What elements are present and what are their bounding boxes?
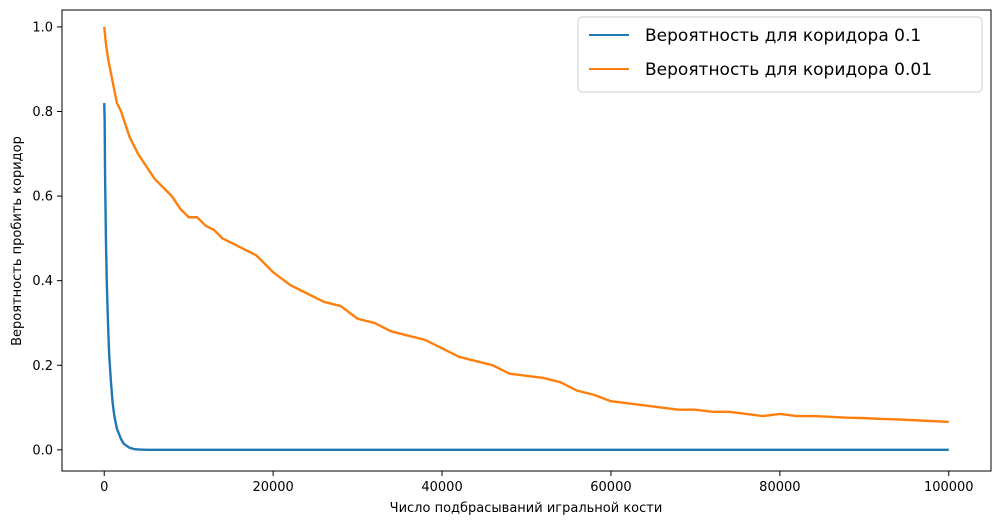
series-line-0 [103, 103, 949, 452]
x-tick-label: 20000 [252, 480, 293, 495]
y-tick-label: 0.6 [32, 190, 53, 205]
plot-frame [61, 9, 992, 472]
y-axis-label: Вероятность пробить коридор [10, 136, 25, 346]
y-tick-label: 0.0 [32, 443, 53, 458]
x-tick-label: 60000 [590, 480, 631, 495]
legend-label-1: Вероятность для коридора 0.01 [645, 60, 932, 80]
x-tick-label: 100000 [924, 480, 974, 495]
y-axis-ticks: 0.0 0.2 0.4 0.6 0.8 1.0 [32, 20, 62, 458]
y-tick-label: 0.8 [32, 105, 53, 120]
x-tick-label: 0 [100, 480, 108, 495]
legend-box [577, 16, 983, 93]
x-axis-ticks: 0 20000 40000 60000 80000 100000 [100, 471, 974, 495]
y-tick-label: 0.4 [32, 274, 53, 289]
x-axis-label: Число подбрасываний игральной кости [390, 501, 663, 516]
legend-label-0: Вероятность для коридора 0.1 [645, 26, 921, 46]
series-layer [103, 26, 949, 452]
series-line-1 [103, 26, 949, 424]
x-tick-label: 40000 [421, 480, 462, 495]
y-tick-label: 1.0 [32, 20, 53, 35]
legend: Вероятность для коридора 0.1 Вероятность… [577, 16, 983, 93]
x-tick-label: 80000 [759, 480, 800, 495]
y-tick-label: 0.2 [32, 359, 53, 374]
